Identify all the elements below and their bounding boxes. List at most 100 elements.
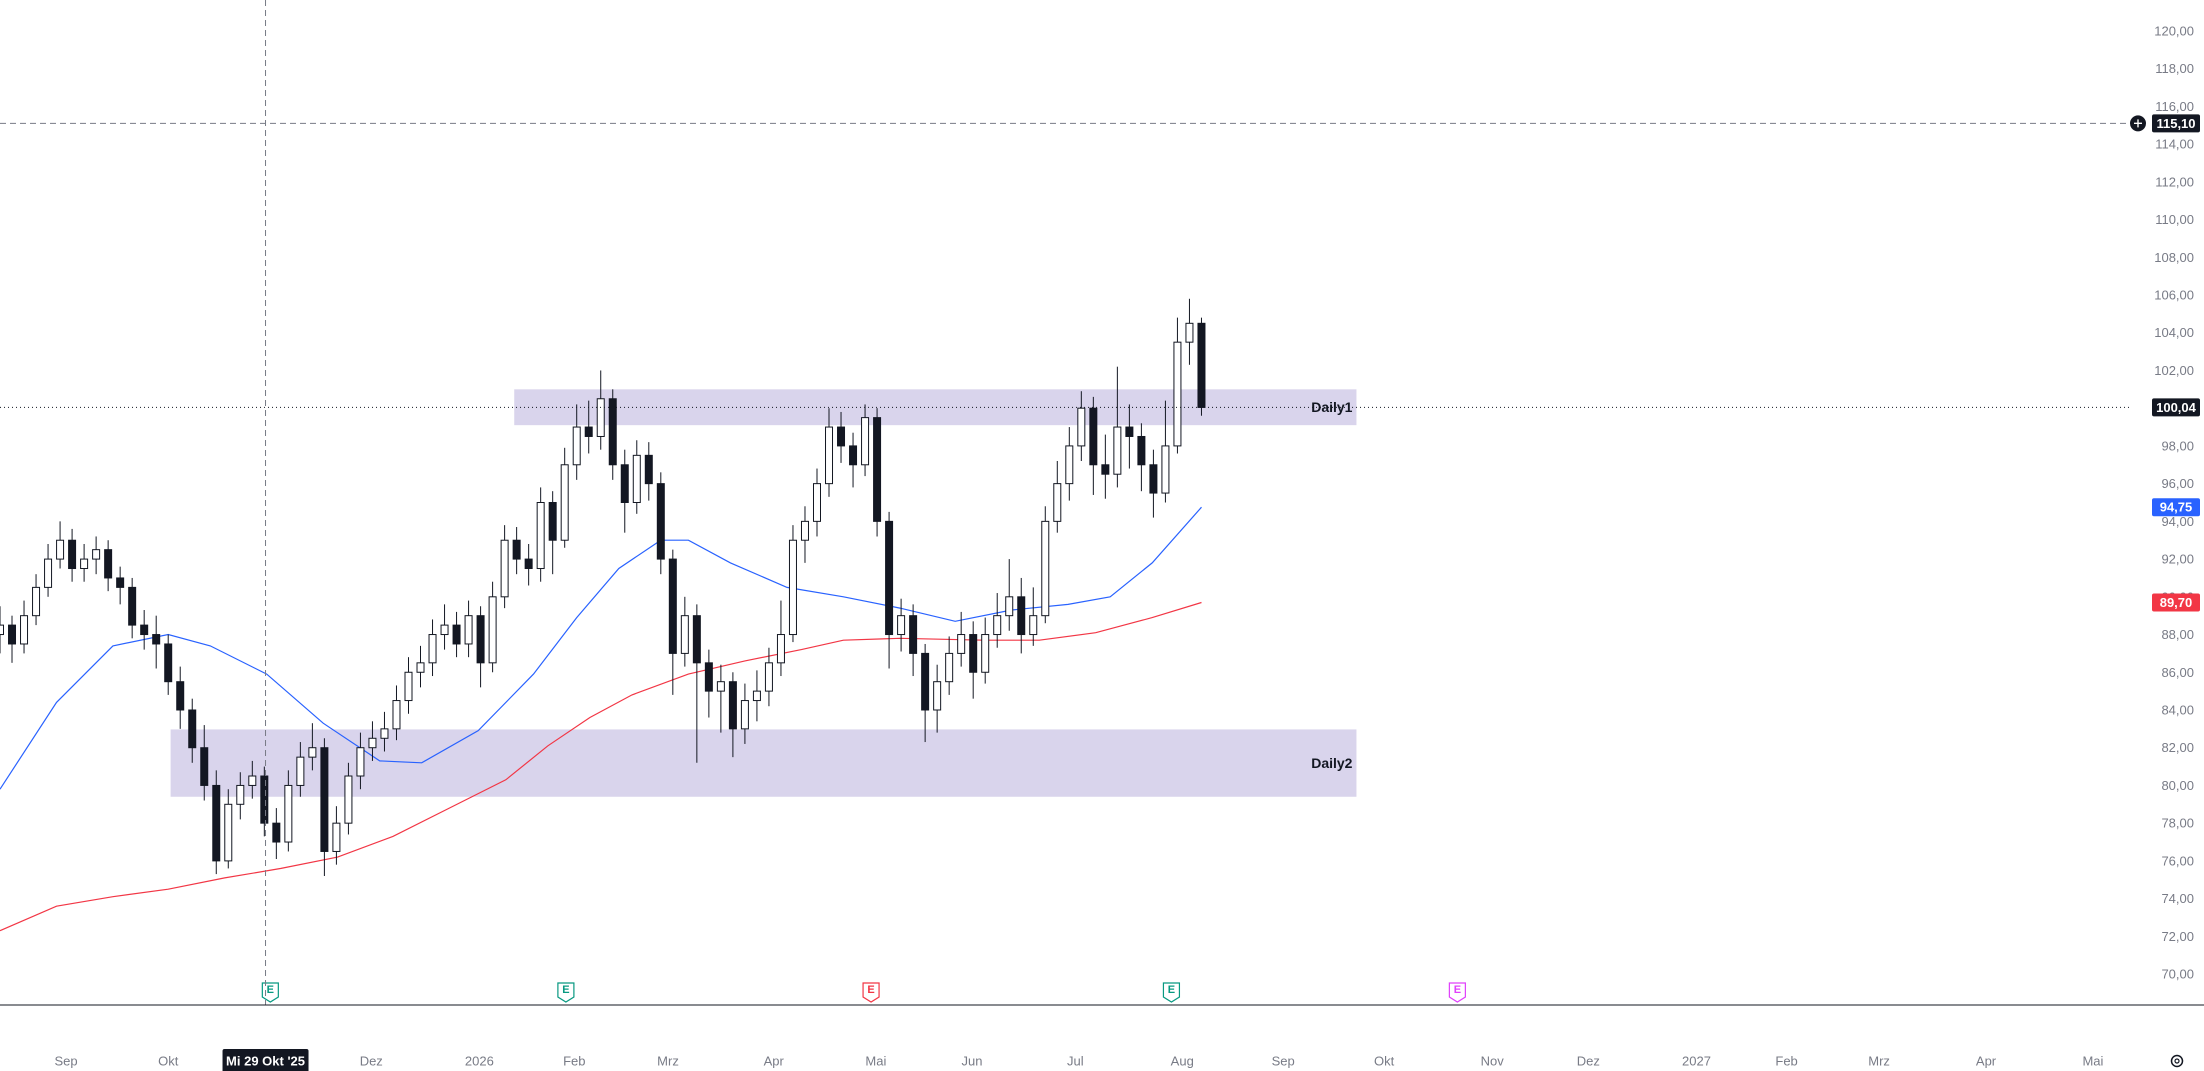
candle-body	[404, 671, 413, 702]
candle-body	[380, 728, 389, 739]
candle-body	[656, 483, 665, 560]
x-tick-label: 2027	[1682, 1054, 1711, 1069]
candle-body	[272, 822, 281, 843]
candle-body	[560, 464, 569, 541]
candle-body	[140, 624, 149, 636]
x-tick-label: Mrz	[1868, 1054, 1890, 1069]
x-tick-label: Dez	[360, 1054, 383, 1069]
candle-body	[1125, 426, 1134, 437]
candle-body	[548, 502, 557, 541]
candle-body	[248, 775, 257, 786]
ma-price-tag-box	[2152, 593, 2200, 612]
y-tick-label: 88,00	[2161, 627, 2194, 642]
candle-body	[680, 615, 689, 654]
y-tick-label: 92,00	[2161, 552, 2194, 567]
candle-body	[885, 520, 894, 636]
x-tick-label: Aug	[1171, 1054, 1194, 1069]
ma-price-tag-box	[2152, 498, 2200, 517]
x-tick-label: Feb	[563, 1054, 585, 1069]
candle-body	[80, 558, 89, 570]
candle-body	[332, 822, 341, 852]
candle-body	[584, 426, 593, 437]
y-tick-label: 84,00	[2161, 702, 2194, 717]
candle-body	[861, 417, 870, 466]
candle-body	[608, 398, 617, 466]
x-tick-label: Feb	[1775, 1054, 1797, 1069]
zone	[170, 729, 1357, 797]
candle-body	[1029, 615, 1038, 636]
candle-body	[945, 652, 954, 683]
candle-body	[20, 615, 29, 645]
crosshair-time-text: Mi 29 Okt '25	[226, 1054, 305, 1069]
y-tick-label: 96,00	[2161, 476, 2194, 491]
candle-body	[428, 634, 437, 664]
candle-body	[524, 558, 533, 570]
event-marker	[261, 982, 279, 1003]
y-tick-label: 118,00	[2155, 61, 2194, 76]
candle-body	[692, 615, 701, 664]
x-tick-label: Mai	[865, 1054, 886, 1069]
ma-price-tag-text: 94,75	[2160, 500, 2193, 515]
candle-body	[92, 549, 101, 560]
zones: Daily1 Daily2	[170, 389, 1357, 797]
event-label[interactable]: E	[562, 984, 569, 996]
x-tick-label: Okt	[1374, 1054, 1395, 1069]
candle-body	[500, 539, 509, 598]
candle-body	[452, 624, 461, 645]
event-marker	[1162, 982, 1181, 1003]
candle-body	[8, 624, 17, 645]
candle-body	[0, 624, 4, 636]
candle-body	[981, 634, 990, 673]
candle-body	[788, 539, 797, 636]
last-price-tag-box	[2152, 398, 2200, 417]
candles	[0, 298, 1206, 876]
candle-body	[668, 558, 677, 654]
y-tick-label: 110,00	[2155, 212, 2194, 227]
candle-body	[476, 615, 485, 664]
y-tick-label: 106,00	[2154, 288, 2194, 303]
candle-body	[837, 426, 846, 447]
candle-body	[1101, 464, 1110, 475]
event-label[interactable]: E	[1168, 984, 1175, 996]
y-tick-label: 76,00	[2161, 853, 2194, 868]
candle-body	[176, 681, 185, 711]
candle-body	[188, 709, 197, 749]
y-tick-label: 108,00	[2154, 250, 2194, 265]
x-tick-label: Okt	[158, 1054, 179, 1069]
y-tick-label: 120,00	[2154, 23, 2194, 38]
settings-button[interactable]	[2170, 1054, 2184, 1068]
candle-body	[32, 586, 41, 617]
y-tick-label: 116,00	[2155, 99, 2194, 114]
candle-body	[897, 615, 906, 636]
candle-body	[993, 615, 1002, 636]
candle-body	[752, 690, 761, 702]
candle-body	[392, 700, 401, 730]
candle-body	[704, 662, 713, 692]
add-alert-icon[interactable]	[2134, 119, 2142, 128]
candle-body	[1161, 445, 1170, 494]
candle-body	[800, 520, 809, 541]
candle-body	[1053, 483, 1062, 522]
candle-body	[512, 539, 521, 560]
candle-body	[104, 549, 113, 579]
candle-body	[1113, 426, 1122, 475]
y-tick-label: 82,00	[2161, 740, 2194, 755]
event-label[interactable]: E	[867, 984, 874, 996]
event-label[interactable]: E	[267, 984, 274, 996]
y-tick-label: 94,00	[2161, 514, 2194, 529]
x-tick-label: Mrz	[657, 1054, 679, 1069]
y-tick-label: 98,00	[2161, 438, 2194, 453]
event-label[interactable]: E	[1454, 984, 1461, 996]
ma-price-tag-text: 89,70	[2160, 595, 2193, 610]
x-tick-label: Sep	[1272, 1054, 1295, 1069]
candle-body	[212, 784, 221, 862]
y-tick-label: 104,00	[2154, 325, 2194, 340]
candle-body	[440, 624, 449, 636]
x-tick-label: Jul	[1067, 1054, 1084, 1069]
x-tick-label: Sep	[55, 1054, 78, 1069]
candle-body	[1077, 407, 1086, 447]
event-marker	[1448, 982, 1466, 1003]
candle-body	[488, 596, 497, 664]
candle-body	[536, 502, 545, 570]
